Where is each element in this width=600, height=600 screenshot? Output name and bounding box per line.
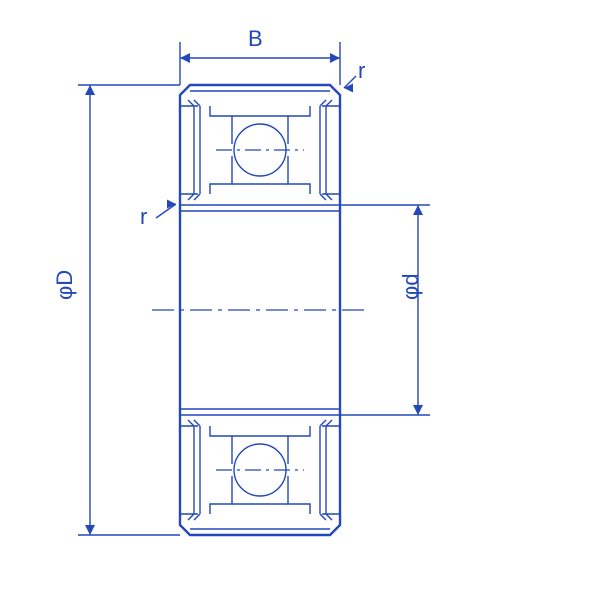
label-inner-dia-d: φd <box>398 273 424 300</box>
diagram-stage: B φD φd r r <box>0 0 600 600</box>
bearing-diagram-svg <box>0 0 600 600</box>
label-fillet-r-top: r <box>358 58 365 84</box>
label-outer-dia-D: φD <box>52 270 78 300</box>
label-fillet-r-side: r <box>140 204 147 230</box>
label-width-B: B <box>248 26 263 52</box>
